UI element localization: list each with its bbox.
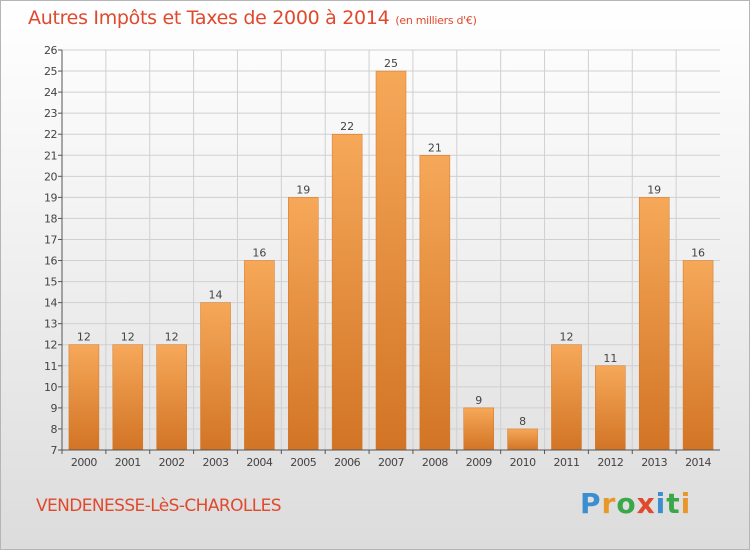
chart-title-unit: (en milliers d'€) xyxy=(395,14,477,27)
bar xyxy=(288,197,319,451)
x-tick-label: 2007 xyxy=(378,456,404,469)
bar xyxy=(638,197,670,451)
x-tick-label: 2003 xyxy=(203,456,229,469)
x-tick-label: 2005 xyxy=(290,456,316,469)
logo-letter: i xyxy=(680,487,692,520)
y-tick-label: 18 xyxy=(44,212,57,225)
y-tick-label: 25 xyxy=(44,65,57,78)
logo-letter: o xyxy=(616,487,637,520)
data-label: 12 xyxy=(77,331,91,344)
bar xyxy=(682,260,714,451)
data-label: 25 xyxy=(384,57,398,70)
y-tick-label: 21 xyxy=(44,149,57,162)
data-label: 22 xyxy=(340,120,354,133)
data-label: 21 xyxy=(428,141,442,154)
bar xyxy=(463,407,494,451)
x-tick-label: 2002 xyxy=(159,456,185,469)
y-tick-label: 15 xyxy=(44,276,57,289)
bar xyxy=(419,155,451,451)
x-tick-label: 2012 xyxy=(597,456,623,469)
y-tick-label: 8 xyxy=(51,423,58,436)
proxiti-logo: Proxiti xyxy=(580,487,691,520)
bars xyxy=(68,70,714,451)
y-tick-label: 24 xyxy=(44,86,57,99)
data-label: 19 xyxy=(296,183,310,196)
y-tick-label: 16 xyxy=(44,255,57,268)
data-label: 12 xyxy=(559,331,573,344)
x-tick-label: 2008 xyxy=(422,456,448,469)
x-tick-label: 2001 xyxy=(115,456,141,469)
location-name: VENDENESSE-LèS-CHAROLLES xyxy=(36,496,282,516)
y-tick-label: 13 xyxy=(44,318,57,331)
logo-letter: i xyxy=(655,487,667,520)
x-tick-labels: 2000 2001 2002 2003 2004 2005 2006 2007 2008 2009… xyxy=(71,456,712,469)
y-tick-label: 9 xyxy=(51,402,58,415)
data-labels: 12 12 12 14 16 19 22 25 21 9 8 12 11 19 16 xyxy=(77,57,705,428)
data-label: 12 xyxy=(121,331,135,344)
bar xyxy=(68,344,100,451)
y-tick-label: 26 xyxy=(44,44,57,57)
x-tick-label: 2014 xyxy=(685,456,711,469)
x-tick-label: 2013 xyxy=(641,456,667,469)
data-label: 19 xyxy=(647,183,661,196)
chart-title: Autres Impôts et Taxes de 2000 à 2014 (en… xyxy=(28,7,477,29)
logo-letter: t xyxy=(666,487,681,520)
x-tick-label: 2000 xyxy=(71,456,97,469)
bar xyxy=(244,260,275,451)
data-label: 9 xyxy=(475,394,482,407)
x-tick-label: 2011 xyxy=(553,456,579,469)
data-label: 14 xyxy=(209,289,223,302)
y-tick-label: 20 xyxy=(44,170,57,183)
y-tick-label: 12 xyxy=(44,339,57,352)
bar xyxy=(595,365,626,451)
x-tick-label: 2010 xyxy=(510,456,536,469)
x-tick-label: 2009 xyxy=(466,456,492,469)
axes xyxy=(58,49,720,454)
bar xyxy=(156,344,187,451)
bar xyxy=(375,70,407,451)
logo-letter: x xyxy=(636,487,656,520)
logo-letter: P xyxy=(580,487,602,520)
y-tick-label: 10 xyxy=(44,381,57,394)
data-label: 8 xyxy=(519,415,526,428)
y-tick-label: 17 xyxy=(44,233,57,246)
y-tick-label: 23 xyxy=(44,107,57,120)
x-tick-label: 2006 xyxy=(334,456,360,469)
data-label: 16 xyxy=(252,247,266,260)
data-label: 12 xyxy=(165,331,179,344)
bar xyxy=(331,133,363,451)
y-tick-label: 19 xyxy=(44,191,57,204)
chart-title-text: Autres Impôts et Taxes de 2000 à 2014 xyxy=(28,7,390,29)
y-tick-label: 14 xyxy=(44,297,57,310)
y-tick-labels: 7 8 9 10 11 12 13 14 15 16 17 18 19 20 21 22 23 24 25 26 xyxy=(44,44,58,457)
data-label: 11 xyxy=(603,352,617,365)
bar xyxy=(112,344,144,451)
logo-letter: r xyxy=(601,487,617,520)
bar xyxy=(507,428,538,451)
data-label: 16 xyxy=(691,247,705,260)
y-tick-label: 22 xyxy=(44,128,57,141)
y-tick-label: 7 xyxy=(51,444,58,457)
bar xyxy=(551,344,582,451)
x-tick-label: 2004 xyxy=(246,456,272,469)
y-tick-label: 11 xyxy=(44,360,57,373)
bar xyxy=(200,302,231,451)
